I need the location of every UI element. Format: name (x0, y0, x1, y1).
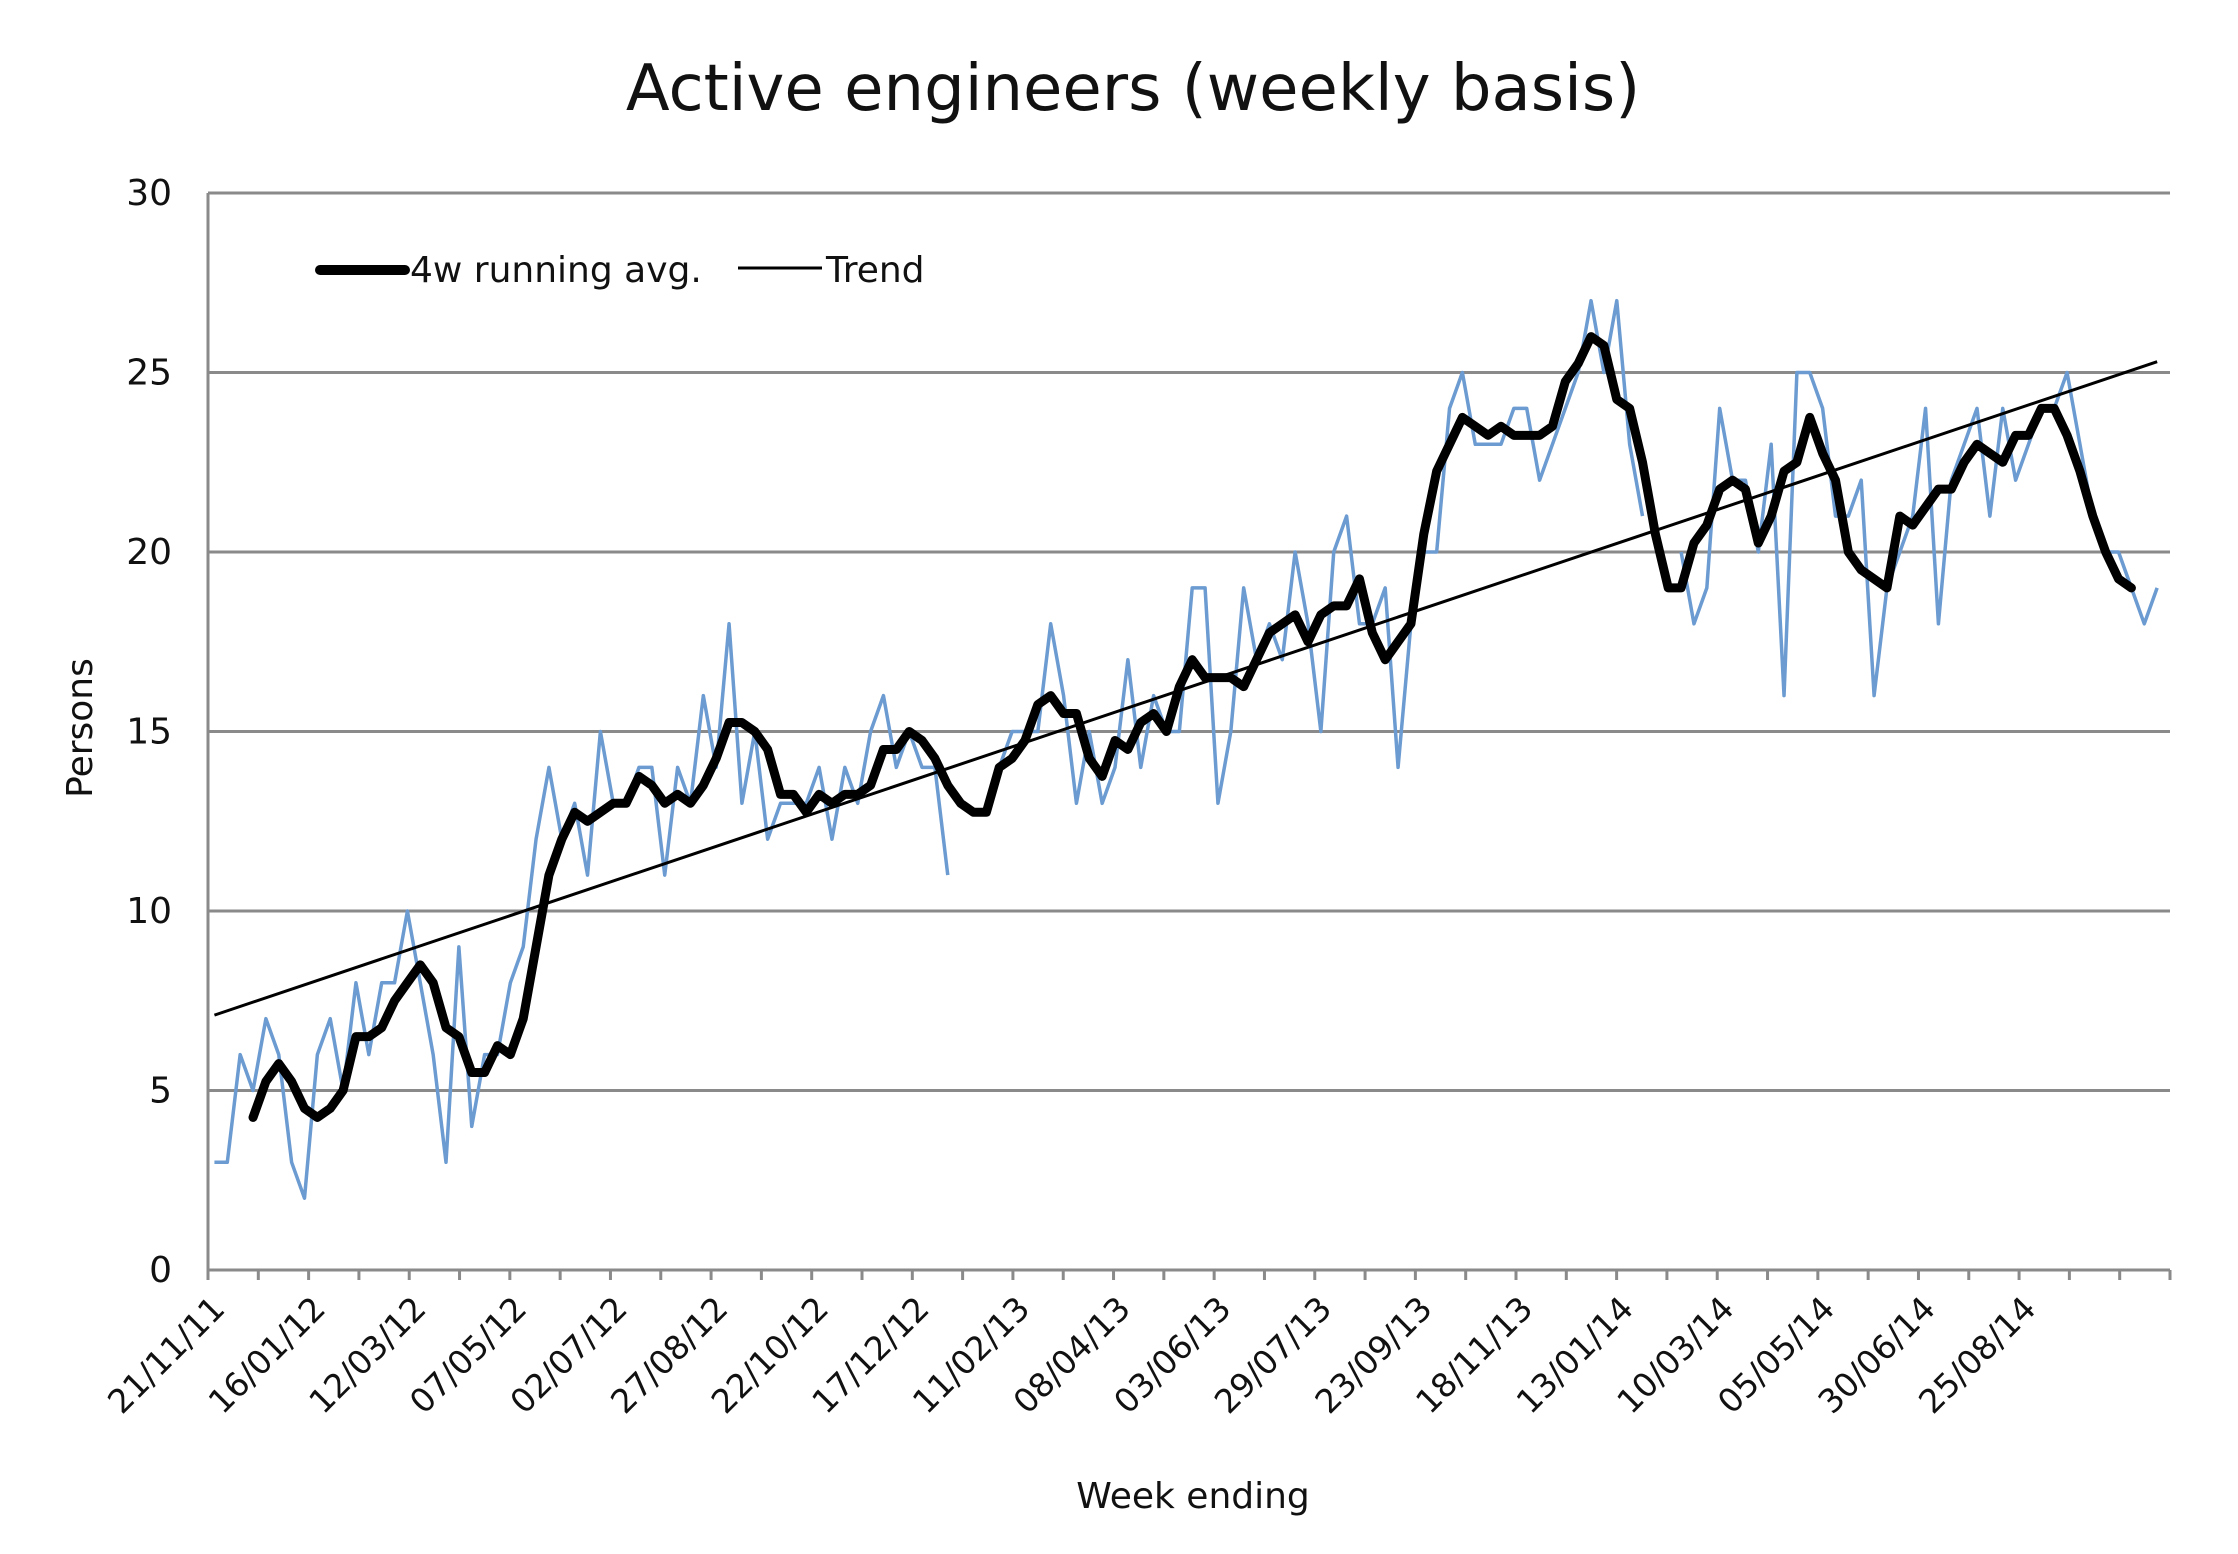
y-tick-labels: 0 5 10 15 20 25 30 (126, 173, 172, 1291)
y-tick-label: 5 (149, 1071, 172, 1112)
y-tick-label: 30 (126, 173, 172, 214)
y-axis-label: Persons (60, 658, 101, 798)
legend-label-avg: 4w running avg. (410, 250, 702, 291)
legend-label-trend: Trend (825, 250, 925, 291)
x-axis-label: Week ending (1076, 1476, 1310, 1517)
y-tick-label: 0 (149, 1250, 172, 1291)
y-tick-label: 20 (126, 532, 172, 573)
y-tick-label: 15 (126, 712, 172, 753)
chart-title: Active engineers (weekly basis) (626, 52, 1640, 126)
x-tick-labels: 21/11/1116/01/1212/03/1207/05/1202/07/12… (100, 1270, 2172, 1421)
series-line-weekly (214, 298, 2159, 1200)
y-tick-label: 10 (126, 891, 172, 932)
gridlines (206, 191, 2170, 1272)
series-line-trend (213, 360, 2158, 1017)
y-tick-label: 25 (126, 353, 172, 394)
legend: 4w running avg. Trend (315, 250, 925, 291)
series-line-4w-avg (248, 332, 2136, 1122)
plot-area (213, 298, 2159, 1200)
